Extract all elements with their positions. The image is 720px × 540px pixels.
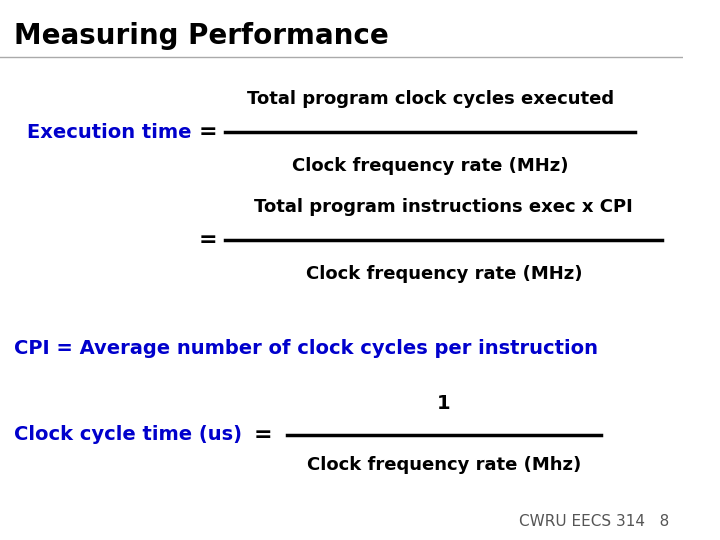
Text: Total program instructions exec x CPI: Total program instructions exec x CPI bbox=[254, 198, 633, 216]
Text: CPI = Average number of clock cycles per instruction: CPI = Average number of clock cycles per… bbox=[14, 339, 598, 358]
Text: Total program clock cycles executed: Total program clock cycles executed bbox=[247, 90, 613, 108]
Text: 1: 1 bbox=[437, 394, 451, 413]
Text: CWRU EECS 314   8: CWRU EECS 314 8 bbox=[519, 514, 669, 529]
Text: Execution time: Execution time bbox=[27, 123, 192, 142]
Text: Clock frequency rate (MHz): Clock frequency rate (MHz) bbox=[305, 265, 582, 282]
Text: Clock frequency rate (MHz): Clock frequency rate (MHz) bbox=[292, 157, 568, 174]
Text: =: = bbox=[253, 424, 272, 445]
Text: =: = bbox=[199, 230, 217, 251]
Text: Clock cycle time (us): Clock cycle time (us) bbox=[14, 425, 242, 444]
Text: Clock frequency rate (Mhz): Clock frequency rate (Mhz) bbox=[307, 456, 581, 474]
Text: Measuring Performance: Measuring Performance bbox=[14, 22, 388, 50]
Text: =: = bbox=[199, 122, 217, 143]
